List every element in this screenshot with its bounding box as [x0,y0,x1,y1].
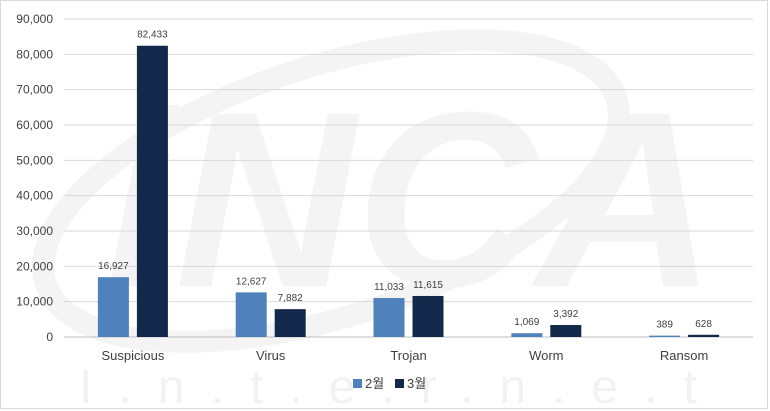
watermark-swoosh [32,29,630,353]
data-label: 16,927 [98,261,129,272]
legend-swatch [353,379,362,388]
data-label: 11,033 [374,282,404,293]
data-label: 3,392 [553,309,578,320]
data-label: 389 [656,320,673,331]
y-tick-label: 90,000 [16,12,53,26]
data-labels: 16,927 82,433 12,627 7,882 11,033 11,615 1,069… [98,30,712,331]
y-tick-label: 20,000 [16,259,53,273]
bar [511,333,543,337]
data-label: 11,615 [413,280,443,291]
y-tick-label: 30,000 [16,224,53,238]
x-category-label: Virus [256,348,286,363]
x-axis: Suspicious Virus Trojan Worm Ransom [101,348,708,363]
data-label: 12,627 [236,276,267,287]
watermark-text: I.n.t.e.r.n.e.t [79,361,722,409]
bar [136,45,168,338]
y-tick-label: 80,000 [16,47,53,61]
x-category-label: Trojan [390,348,426,363]
bar [274,309,306,337]
bar [97,277,129,337]
x-category-label: Worm [529,348,563,363]
bar [235,292,267,337]
y-tick-label: 70,000 [16,83,53,97]
data-label: 628 [695,319,712,330]
data-label: 1,069 [514,317,539,328]
bar [373,298,405,337]
gridlines [64,18,753,338]
bar [688,334,720,337]
y-tick-label: 50,000 [16,153,53,167]
y-tick-label: 60,000 [16,118,53,132]
bar [412,295,444,337]
bar [649,335,681,337]
bar [550,325,582,337]
bars [97,45,720,338]
x-category-label: Ransom [660,348,708,363]
legend-label: 2월 [365,376,384,391]
y-tick-label: 10,000 [16,295,53,309]
x-category-label: Suspicious [101,348,164,363]
y-axis: 0 10,000 20,000 30,000 40,000 50,000 60,000 70,… [16,12,53,344]
legend-swatch [395,379,404,388]
legend-label: 3월 [407,376,426,391]
y-tick-label: 0 [46,330,53,344]
data-label: 82,433 [137,30,168,41]
data-label: 7,882 [278,293,303,304]
y-tick-label: 40,000 [16,189,53,203]
legend: 2월 3월 [353,376,426,391]
